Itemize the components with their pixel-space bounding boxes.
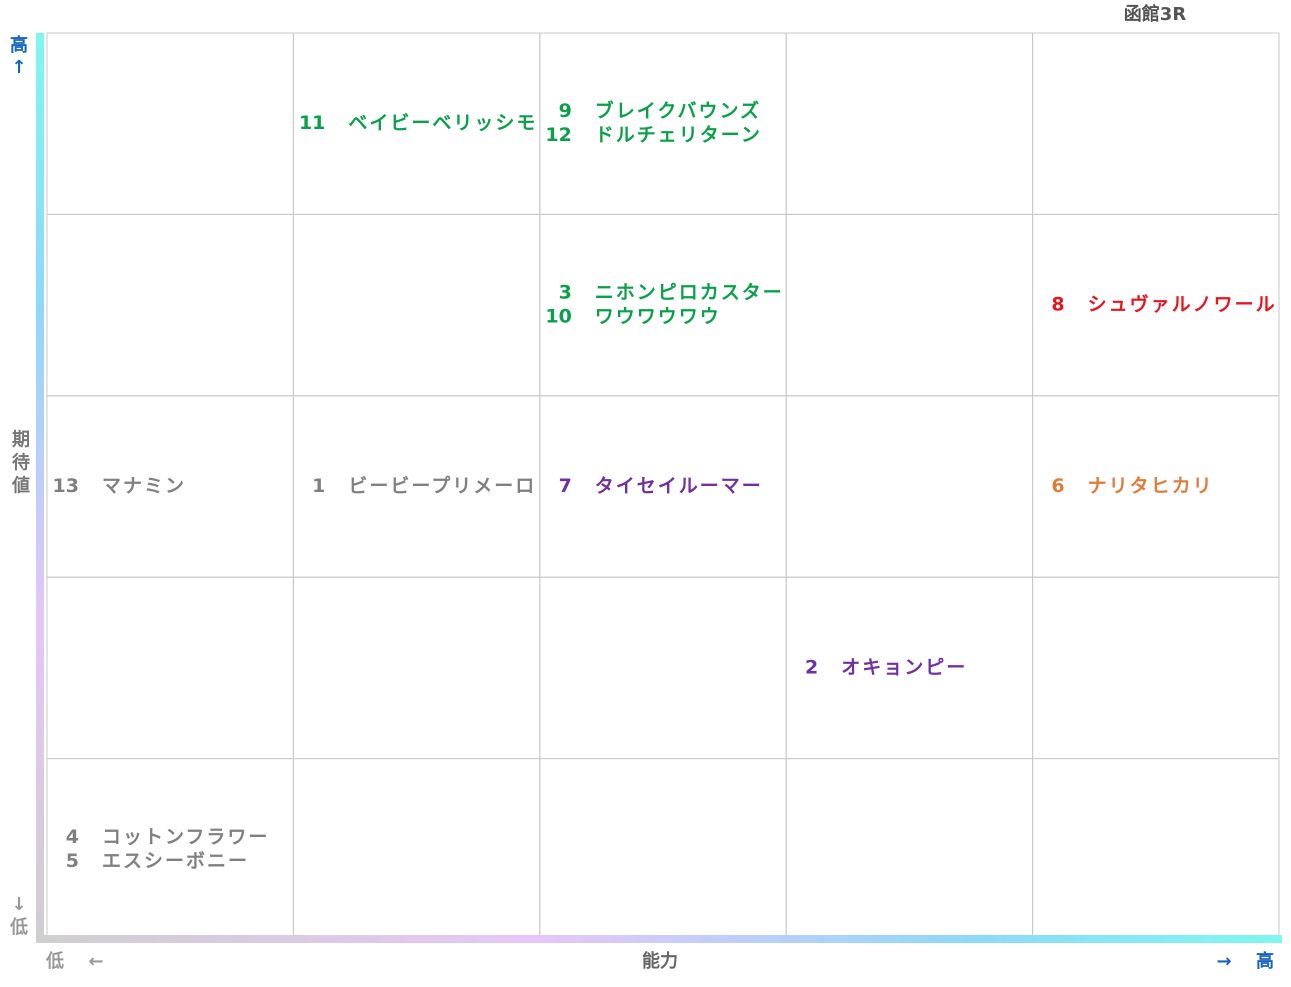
entry-name: ワウワウワウ [595, 306, 721, 328]
y-up-arrow: ↑ [11, 57, 26, 78]
entry-number: 4 [66, 826, 79, 848]
x-right-arrow: → [1216, 951, 1231, 972]
title: 函館3R [1124, 3, 1187, 25]
x-axis-label: 能力 [642, 950, 678, 972]
entry-number: 3 [559, 282, 572, 304]
entry-name: ナリタヒカリ [1088, 475, 1214, 497]
entry-number: 11 [299, 112, 325, 134]
grid-cell [539, 576, 787, 760]
entry-name: ニホンピロカスター [595, 282, 784, 304]
grid-cell [1032, 758, 1280, 941]
y-axis-label: 期待値 [9, 429, 31, 498]
entry-name: タイセイルーマー [595, 475, 763, 497]
y-down-arrow: ↓ [11, 894, 26, 915]
entry-name: マナミン [102, 475, 186, 497]
y-high: 高 [10, 34, 28, 56]
grid-cell [785, 32, 1034, 215]
grid-cell [292, 758, 541, 941]
entry-number: 7 [559, 475, 572, 497]
grid-cell [1032, 32, 1280, 215]
grid-cell [785, 213, 1034, 397]
x-left-arrow: ← [88, 951, 103, 972]
entry-number: 10 [545, 306, 571, 328]
entry-name: ブレイクバウンズ [595, 99, 761, 122]
entry-number: 13 [53, 475, 79, 497]
x-high: 高 [1256, 950, 1274, 972]
entry-name: コットンフラワー [102, 826, 269, 848]
grid-cell [785, 395, 1034, 578]
y-axis-bar [36, 33, 44, 943]
entry-name: ビービープリメーロ [348, 474, 536, 497]
grid-cell [46, 213, 294, 397]
x-low: 低 [45, 950, 64, 972]
grid-cell [46, 32, 294, 215]
x-axis-bar [36, 935, 1282, 943]
entry-number: 6 [1051, 475, 1064, 497]
grid-cell [292, 213, 541, 397]
entry-number: 12 [545, 124, 571, 146]
entry-number: 9 [559, 100, 572, 122]
entry-name: オキョンピー [841, 656, 967, 678]
grid-cell [539, 758, 787, 941]
grid-cell [292, 576, 541, 760]
grid-cell [1032, 576, 1280, 760]
grid-cell [785, 758, 1034, 941]
y-axis-label-text: 期待値 [9, 429, 31, 498]
entry-name: エスシーボニー [102, 850, 249, 872]
grid [46, 32, 1280, 941]
entry-name: ドルチェリターン [595, 124, 762, 146]
y-low: 低 [9, 916, 28, 938]
entry-number: 2 [805, 656, 818, 678]
grid-cell [46, 576, 294, 760]
entry-number: 5 [66, 850, 79, 872]
entry-number: 1 [312, 475, 325, 497]
entry-number: 8 [1051, 294, 1064, 316]
entry-name: シュヴァルノワール [1088, 293, 1277, 316]
entry-name: ベイビーベリッシモ [348, 112, 537, 134]
